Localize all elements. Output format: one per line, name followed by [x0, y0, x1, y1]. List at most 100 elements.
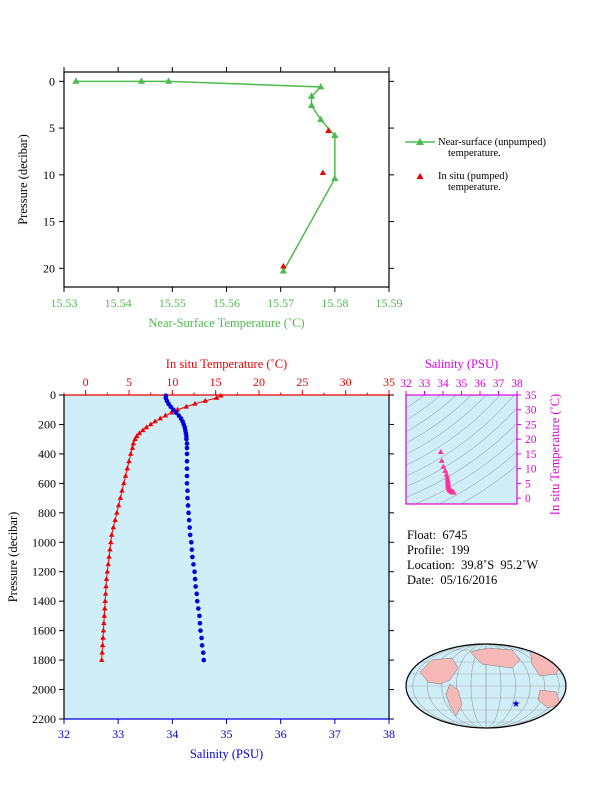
temperature-point: [147, 421, 154, 427]
temperature-tick-label: 35: [383, 375, 395, 389]
ts-x-axis-label: Salinity (PSU): [425, 357, 498, 371]
temperature-point: [134, 433, 140, 439]
salinity-tick-label: 38: [383, 727, 395, 741]
ts-diagram: 32 33 34 35 36 37 38 Salinity (PSU) 0 5 10 15 20 25 30…: [400, 357, 562, 515]
temperature-point: [103, 576, 110, 581]
temperature-point: [102, 598, 108, 603]
legend-label: In situ (pumped): [438, 171, 508, 182]
salinity-point: [189, 547, 195, 552]
pressure-tick-label: 1600: [32, 624, 56, 638]
date: Date: 05/16/2016: [407, 573, 498, 587]
temperature-point: [202, 397, 208, 403]
pressure-tick-label: 800: [38, 506, 56, 520]
temperature-tick-label: 30: [340, 375, 352, 389]
in-situ-point: [319, 169, 327, 176]
pressure-tick-label: 1800: [32, 653, 56, 667]
salinity-point: [192, 576, 198, 582]
salinity-point: [171, 407, 176, 413]
salinity-tick-label: 35: [221, 727, 233, 741]
meridian-line: [441, 644, 531, 728]
map-border: [405, 643, 567, 729]
ts-point: [440, 463, 447, 469]
ts-point: [438, 457, 445, 463]
temperature-point: [143, 424, 150, 430]
y-axis-label: Pressure (decibar): [16, 134, 30, 225]
salinity-point: [187, 532, 193, 538]
near-surface-point: [307, 92, 316, 99]
salinity-tick-label: 32: [58, 727, 70, 741]
ts-x-tick-label: 38: [511, 378, 523, 390]
salinity-point: [197, 613, 202, 619]
temperature-point: [119, 487, 125, 493]
temperature-tick-label: 25: [296, 375, 308, 389]
salinity-point: [187, 525, 192, 530]
temperature-point: [121, 480, 127, 486]
salinity-point: [196, 606, 201, 611]
land-mass: [469, 647, 521, 669]
near-surface-point: [307, 101, 316, 109]
meridian-line: [470, 644, 502, 728]
ts-x-tick-label: 37: [493, 378, 505, 390]
near-surface-point: [164, 77, 173, 84]
legend-label: temperature.: [448, 182, 501, 193]
pressure-tick-label: 1400: [32, 594, 56, 608]
legend-triangle-icon: [416, 173, 424, 179]
salinity-point: [193, 584, 198, 589]
salinity-point: [185, 495, 190, 501]
ts-y-tick-label: 25: [525, 419, 537, 431]
y-tick-label: 5: [49, 121, 55, 135]
legend-line-triangle-icon: [405, 138, 435, 145]
salinity-point: [190, 554, 195, 560]
temperature-point: [124, 465, 130, 471]
y-tick-label: 0: [49, 74, 55, 88]
x-axis-label: Near-Surface Temperature (˚C): [148, 316, 304, 330]
ts-x-tick-label: 36: [474, 378, 486, 390]
temperature-point: [101, 620, 107, 626]
temperature-point: [114, 509, 120, 515]
plot-background: [64, 395, 389, 719]
near-surface-point: [317, 82, 325, 90]
salinity-point: [184, 473, 190, 479]
legend-label: temperature.: [448, 148, 501, 159]
meridian-line: [412, 644, 560, 728]
salinity-point: [199, 635, 204, 641]
y-tick-label: 20: [43, 261, 55, 275]
salinity-point: [201, 657, 207, 663]
temperature-point: [108, 539, 114, 545]
x-tick-label: 15.54: [105, 296, 132, 310]
in-situ-point: [280, 262, 287, 269]
x-tick-label: 15.59: [376, 296, 403, 310]
meridian-line: [456, 644, 516, 728]
ts-x-tick-label: 32: [400, 378, 412, 390]
temperature-point: [102, 605, 108, 611]
salinity-point: [184, 441, 190, 446]
salinity-point: [184, 445, 190, 451]
temperature-point: [100, 635, 106, 640]
temperature-point: [152, 418, 158, 424]
temperature-point: [103, 583, 109, 589]
temperature-point: [183, 403, 189, 409]
in-situ-point: [325, 127, 332, 133]
pressure-tick-label: 1000: [32, 535, 56, 549]
near-surface-point: [279, 267, 287, 274]
y-tick-label: 10: [43, 168, 55, 182]
temperature-point: [218, 392, 224, 398]
float-id: Float: 6745: [407, 528, 468, 542]
ts-y-tick-label: 10: [525, 464, 537, 476]
legend-label: Near-surface (unpumped): [438, 137, 546, 148]
pressure-tick-label: 600: [38, 476, 56, 490]
temperature-point: [213, 394, 220, 400]
salinity-tick-label: 34: [166, 727, 178, 741]
profile-chart: 32 33 34 35 36 37 38 0 5 10 15 20 25 30 35 0 200 400 600 80…: [6, 357, 395, 761]
temperature-axis-label: In situ Temperature (˚C): [166, 357, 287, 371]
land-mass: [445, 683, 463, 717]
temperature-point: [99, 642, 106, 648]
pressure-tick-label: 400: [38, 447, 56, 461]
ts-point: [437, 448, 444, 455]
temperature-point: [105, 561, 111, 567]
meridian-line: [427, 644, 545, 728]
salinity-point: [168, 404, 174, 410]
pressure-tick-label: 1200: [32, 565, 56, 579]
x-tick-label: 15.53: [51, 296, 78, 310]
